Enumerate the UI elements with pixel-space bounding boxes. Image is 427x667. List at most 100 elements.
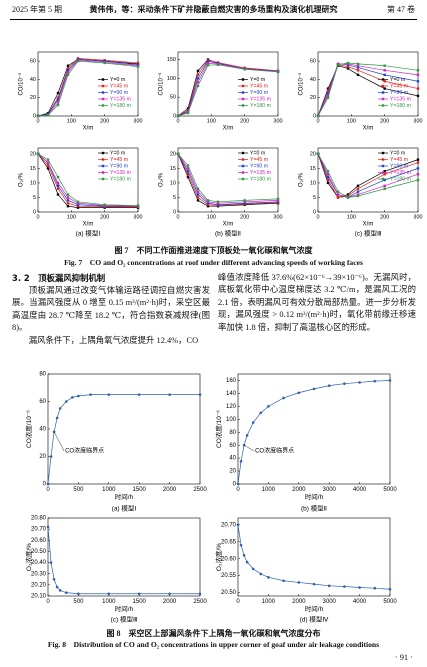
point — [383, 170, 386, 173]
point — [276, 199, 280, 202]
point — [176, 152, 180, 156]
point — [196, 69, 200, 73]
point — [383, 187, 386, 190]
point — [56, 175, 60, 179]
legend-label: Y=90 m — [110, 163, 128, 169]
y-tick-label: 0 — [33, 113, 36, 119]
point — [373, 586, 377, 590]
y-tick-label: 40 — [39, 427, 46, 433]
point — [326, 94, 330, 98]
legend-marker — [101, 91, 105, 94]
header-right: 第 47 卷 — [387, 5, 415, 14]
y-tick-label: 10 — [30, 180, 36, 186]
point — [186, 175, 190, 179]
point — [136, 65, 140, 68]
point — [66, 199, 70, 202]
x-tick-label: 100 — [67, 118, 76, 124]
annotation-leader — [53, 431, 65, 452]
legend-label: Y=135 m — [110, 170, 131, 176]
legend-marker — [381, 78, 385, 81]
point — [58, 407, 62, 410]
point — [416, 172, 420, 176]
point — [71, 396, 74, 399]
x-tick-label: 100 — [347, 118, 356, 124]
x-tick-label: 2000 — [292, 487, 306, 493]
series-line — [237, 380, 391, 485]
plot-frame — [237, 517, 391, 597]
x-tick-label: 1000 — [102, 599, 116, 605]
point — [416, 167, 420, 170]
x-axis-label: X/m — [83, 126, 94, 132]
x-tick-label: 2500 — [193, 487, 207, 493]
legend-marker — [241, 91, 245, 94]
x-tick-label: 200 — [240, 118, 249, 124]
y-tick-label: 15 — [30, 166, 36, 172]
point — [198, 393, 202, 396]
series-line — [47, 526, 200, 595]
legend-label: Y=180 m — [250, 103, 271, 109]
y-tick-label: 60 — [310, 59, 316, 65]
y-tick-label: 20.60 — [221, 556, 237, 562]
point — [206, 60, 210, 63]
point — [36, 152, 40, 156]
point — [52, 577, 56, 581]
x-tick-label: 0 — [316, 118, 319, 124]
point — [356, 73, 360, 77]
plot-frame — [237, 373, 391, 485]
legend-marker — [101, 158, 105, 161]
point — [356, 194, 360, 198]
point — [206, 200, 210, 204]
legend-label: Y=90 m — [390, 90, 408, 96]
y-tick-label: 5 — [173, 195, 176, 201]
point — [206, 62, 210, 65]
point — [336, 63, 340, 66]
point — [416, 158, 420, 161]
header-center: 黄伟伟，等：采动条件下矿井隐蔽自燃灾害的多场重构及演化机理研究 — [89, 5, 338, 14]
point — [276, 200, 280, 204]
legend-marker — [101, 78, 105, 81]
point — [383, 73, 386, 77]
point — [245, 434, 249, 437]
point — [336, 196, 340, 199]
y-tick-label: 5 — [313, 195, 316, 201]
panel-label: (c) 模型Ⅲ — [111, 615, 138, 624]
x-tick-label: 2000 — [163, 487, 177, 493]
point — [76, 200, 80, 204]
legend-marker — [241, 171, 245, 174]
y-tick-label: 0 — [313, 209, 316, 215]
legend-marker — [381, 158, 385, 161]
point — [416, 69, 420, 72]
point — [196, 187, 200, 190]
point — [243, 199, 246, 202]
legend-label: Y=90 m — [110, 90, 128, 96]
x-tick-label: 100 — [207, 214, 216, 220]
point — [346, 61, 350, 65]
point — [56, 98, 60, 101]
page-number: · 91 · — [394, 653, 413, 662]
x-tick-label: 3000 — [323, 487, 337, 493]
point — [343, 382, 346, 386]
y-tick-label: 20.40 — [31, 560, 47, 566]
point — [76, 202, 80, 205]
point — [196, 199, 200, 202]
plot-frame — [317, 51, 419, 117]
point — [66, 73, 70, 77]
x-tick-label: 4000 — [353, 487, 367, 493]
plot-frame — [177, 147, 279, 213]
x-axis-label: X/m — [223, 222, 234, 228]
point — [416, 73, 420, 77]
x-tick-label: 300 — [413, 214, 422, 220]
series-line — [47, 394, 200, 485]
x-tick-label: 0 — [316, 214, 319, 220]
point — [356, 62, 360, 66]
x-tick-label: 0 — [236, 487, 240, 493]
x-tick-label: 300 — [413, 118, 422, 124]
point — [282, 396, 285, 400]
point — [216, 200, 220, 204]
panel-label: (c) 模型Ⅲ — [355, 229, 382, 238]
point — [55, 585, 59, 589]
point — [327, 384, 331, 387]
header-left: 2025 年第 5 期 — [12, 5, 62, 14]
legend-marker — [101, 151, 105, 155]
annotation-leader — [243, 445, 255, 452]
